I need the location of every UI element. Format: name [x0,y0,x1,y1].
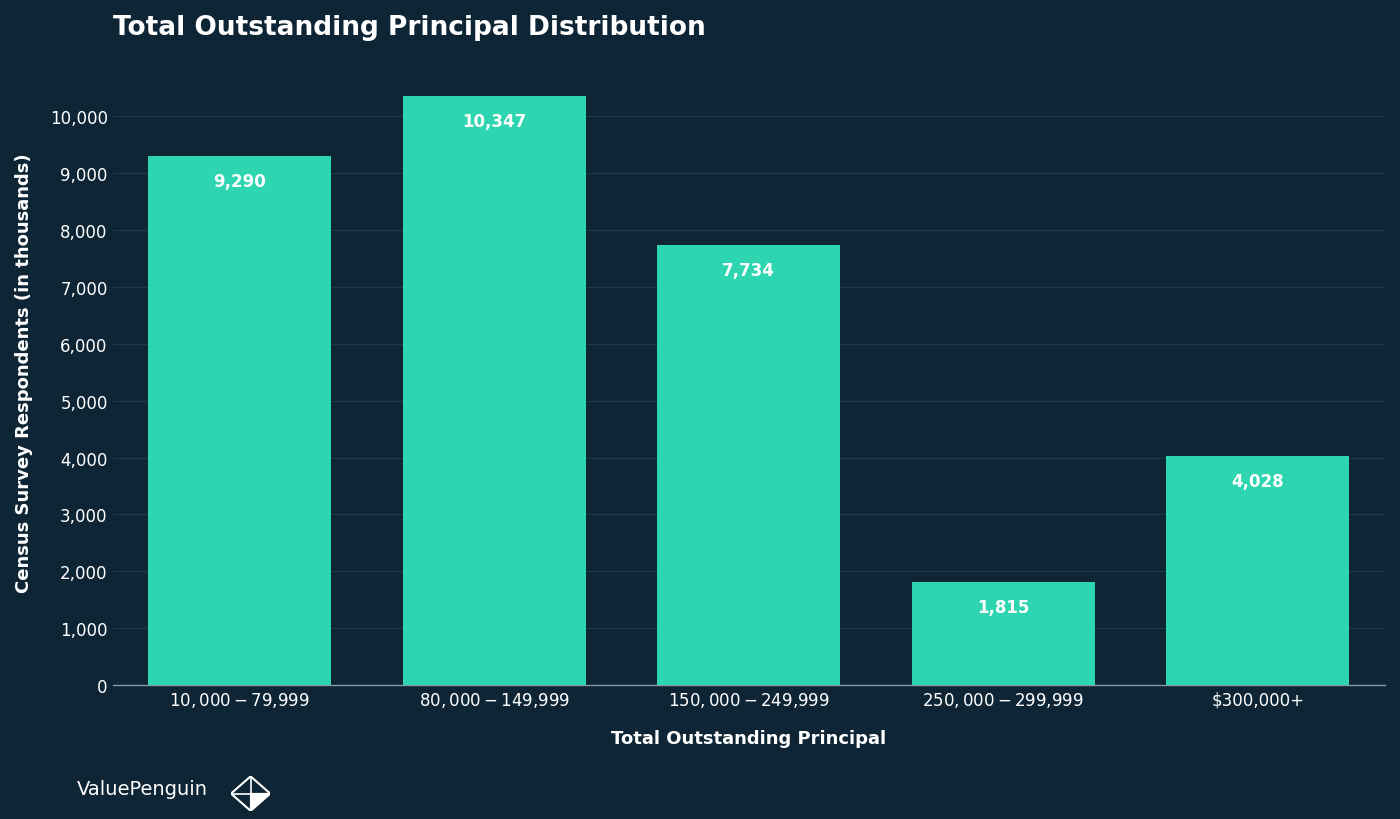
Text: 10,347: 10,347 [462,113,526,131]
Bar [403,97,585,686]
Bar [657,246,840,686]
Polygon shape [251,794,270,811]
Text: 9,290: 9,290 [213,173,266,191]
Bar [148,157,332,686]
Text: 1,815: 1,815 [977,598,1029,616]
Text: 7,734: 7,734 [722,261,776,279]
Text: ValuePenguin: ValuePenguin [77,780,209,799]
Bar [911,582,1095,686]
Text: 4,028: 4,028 [1232,473,1284,491]
X-axis label: Total Outstanding Principal: Total Outstanding Principal [612,729,886,747]
Y-axis label: Census Survey Respondents (in thousands): Census Survey Respondents (in thousands) [15,153,34,592]
Text: Total Outstanding Principal Distribution: Total Outstanding Principal Distribution [112,15,706,41]
Bar [1166,456,1350,686]
